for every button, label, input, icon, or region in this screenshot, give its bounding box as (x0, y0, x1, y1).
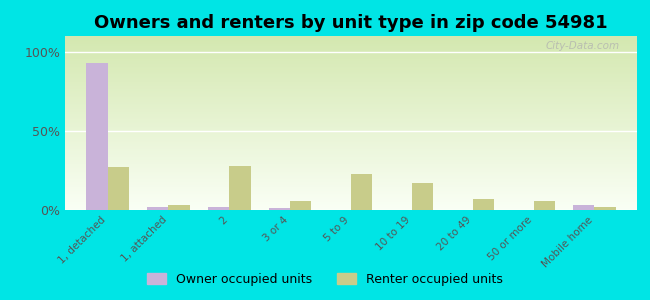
Title: Owners and renters by unit type in zip code 54981: Owners and renters by unit type in zip c… (94, 14, 608, 32)
Bar (86, 63, 108, 210)
Bar (290, 200, 311, 210)
Bar (534, 200, 555, 210)
Bar (473, 199, 494, 210)
Bar (208, 207, 229, 210)
Bar (147, 207, 168, 210)
Bar (168, 205, 190, 210)
Text: City-Data.com: City-Data.com (546, 41, 620, 51)
Bar (108, 167, 129, 210)
Legend: Owner occupied units, Renter occupied units: Owner occupied units, Renter occupied un… (142, 268, 508, 291)
Bar (573, 205, 594, 210)
Bar (269, 208, 290, 210)
Bar (594, 207, 616, 210)
Bar (351, 174, 372, 210)
Bar (412, 183, 433, 210)
Bar (229, 166, 251, 210)
